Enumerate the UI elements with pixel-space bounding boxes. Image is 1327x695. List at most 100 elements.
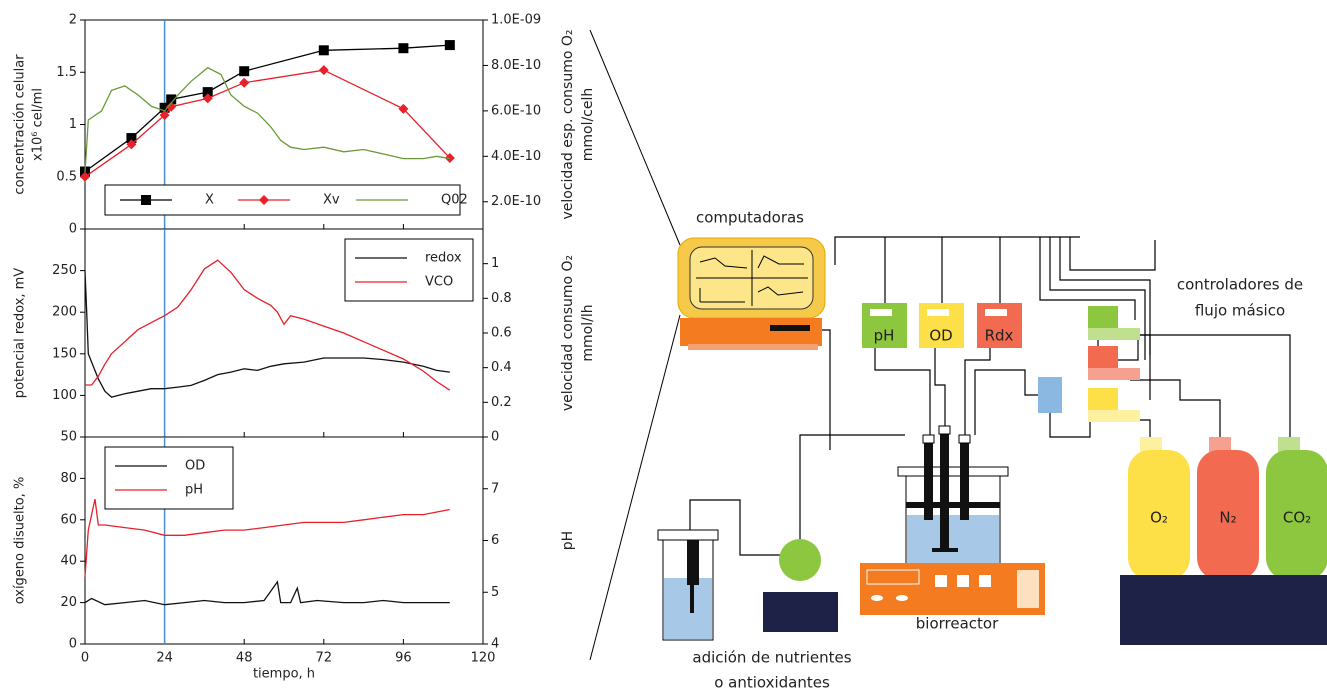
series-line — [84, 44, 450, 173]
y-tick-label: 0 — [69, 637, 77, 652]
display — [927, 309, 949, 316]
probe — [960, 440, 969, 520]
y-tick-label: 200 — [52, 305, 77, 320]
controller — [1088, 328, 1140, 340]
computer-base — [688, 344, 818, 350]
y2-tick-label: 1 — [491, 256, 499, 271]
y-tick-label: 80 — [60, 471, 77, 486]
feed-tube — [687, 540, 699, 585]
y2-tick-label: 1.0E-09 — [491, 13, 541, 28]
probe-cap — [958, 434, 971, 444]
sensor-label: Rdx — [985, 327, 1014, 345]
label: o antioxidantes — [714, 674, 830, 692]
label: flujo másico — [1195, 302, 1285, 320]
y2-tick-label: 7 — [491, 481, 499, 496]
marker — [444, 152, 455, 163]
knob — [871, 595, 883, 601]
stirrer-base — [860, 563, 1045, 615]
y2-axis-label: velocidad consumo O₂ — [560, 255, 576, 411]
x-tick-label: 48 — [236, 651, 253, 666]
pump-base — [763, 592, 838, 632]
marker — [166, 101, 177, 112]
tank — [1266, 450, 1327, 580]
gas-label: CO₂ — [1283, 509, 1311, 527]
gas-label: N₂ — [1219, 509, 1236, 527]
tank-base — [1120, 575, 1194, 645]
y2-axis-label: velocidad esp. consumo O₂ — [560, 29, 576, 219]
y-axis-label: potencial redox, mV — [13, 268, 28, 398]
gas-label: O₂ — [1150, 509, 1168, 527]
marker — [126, 139, 137, 150]
beaker-lid — [657, 529, 719, 541]
valve — [1140, 437, 1162, 452]
y-tick-label: 150 — [52, 346, 77, 361]
label: adición de nutrientes — [692, 649, 851, 667]
y2-tick-label: 2.0E-10 — [491, 194, 541, 209]
series-line — [84, 498, 450, 577]
legend-label: redox — [425, 251, 462, 266]
controller — [1088, 368, 1140, 380]
beaker-liquid — [664, 578, 712, 639]
stirrer — [940, 432, 949, 552]
y2-tick-label: 8.0E-10 — [491, 58, 541, 73]
label: computadoras — [696, 209, 804, 227]
y2-tick-label: 5 — [491, 585, 499, 600]
valve — [1278, 437, 1300, 452]
pump — [779, 539, 821, 581]
reactor-lid — [897, 466, 1009, 477]
knob — [896, 595, 908, 601]
legend-label: X — [205, 193, 214, 208]
y-tick-label: 1.5 — [56, 65, 77, 80]
x-tick-label: 72 — [316, 651, 333, 666]
y-tick-label: 20 — [60, 595, 77, 610]
y2-tick-label: 6.0E-10 — [491, 103, 541, 118]
y-tick-label: 0.5 — [56, 169, 77, 184]
marker — [239, 66, 250, 77]
marker — [159, 110, 170, 121]
feed-tube — [690, 585, 694, 613]
probe-cap — [938, 425, 951, 435]
legend-label: OD — [185, 459, 205, 474]
valve — [1209, 437, 1231, 452]
button — [957, 575, 969, 587]
y2-tick-label: 6 — [491, 533, 499, 548]
x-tick-label: 24 — [156, 651, 173, 666]
impeller — [932, 548, 958, 552]
controller — [1088, 346, 1118, 368]
y-tick-label: 40 — [60, 554, 77, 569]
connector — [589, 314, 681, 661]
tank — [1128, 450, 1190, 580]
drive — [770, 325, 810, 331]
controller — [1088, 388, 1118, 410]
marker — [398, 43, 409, 54]
series-line — [84, 270, 450, 398]
series-line — [84, 580, 450, 606]
screen-plots — [696, 250, 808, 306]
y2-tick-label: 0.4 — [491, 360, 512, 375]
marker — [239, 77, 250, 88]
y-tick-label: 2 — [69, 13, 77, 28]
legend-label: VCO — [425, 275, 453, 290]
y2-tick-label: 0.8 — [491, 291, 512, 306]
label: controladores de — [1177, 276, 1303, 294]
probe — [924, 440, 933, 520]
marker — [202, 93, 213, 104]
x-tick-label: 96 — [395, 651, 412, 666]
x-axis-label: tiempo, h — [253, 667, 315, 682]
display — [870, 309, 892, 316]
x-tick-label: 120 — [471, 651, 496, 666]
y-tick-label: 50 — [60, 430, 77, 445]
legend-box — [344, 238, 474, 302]
wires — [689, 236, 1291, 556]
button — [935, 575, 947, 587]
marker — [141, 195, 151, 205]
controller — [1038, 377, 1062, 413]
y-tick-label: 60 — [60, 512, 77, 527]
display — [985, 309, 1007, 316]
y2-axis-label: mmol/lh — [580, 304, 596, 361]
y2-axis-label: mmol/celh — [580, 88, 596, 162]
probe-cap — [922, 434, 935, 444]
y-tick-label: 250 — [52, 263, 77, 278]
connector — [589, 29, 681, 246]
